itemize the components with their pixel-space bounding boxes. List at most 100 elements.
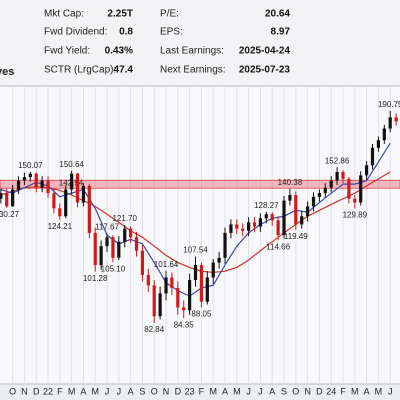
candle-body	[317, 193, 322, 197]
candle-body	[370, 147, 375, 166]
candle-body	[300, 216, 304, 225]
candle-body	[70, 173, 74, 190]
plot-bg	[0, 86, 400, 384]
candle-body	[311, 196, 316, 207]
price-label: 82.84	[144, 325, 165, 334]
x-tick-label: O	[151, 386, 158, 396]
price-label: 105.10	[101, 264, 126, 273]
x-tick-label: S	[281, 386, 287, 396]
candle-body	[264, 214, 268, 219]
candle-body	[223, 232, 227, 258]
x-tick-label: D	[316, 386, 323, 396]
price-label: 107.54	[183, 246, 208, 255]
candle-body	[146, 274, 150, 286]
x-tick-label: S	[139, 386, 145, 396]
candle-body	[288, 195, 292, 201]
candle-body	[193, 264, 198, 281]
x-tick-label: J	[388, 386, 393, 396]
x-tick-label: M	[68, 386, 76, 396]
x-tick-label: F	[57, 386, 63, 396]
candle-body	[81, 185, 86, 203]
candle-body	[329, 180, 333, 188]
candle-body	[34, 173, 38, 188]
x-tick-label: M	[91, 386, 99, 396]
candle-body	[276, 220, 280, 236]
candle-body	[0, 193, 3, 199]
field-label: Mkt Cap:	[44, 9, 84, 20]
candle-body	[388, 117, 392, 129]
candle-body	[205, 277, 209, 302]
candle-body	[52, 193, 56, 209]
x-tick-label: M	[209, 386, 217, 396]
price-label: 140.38	[278, 178, 303, 187]
field-label: P/E:	[160, 9, 179, 20]
field-value: 2025-07-23	[239, 65, 291, 76]
candle-body	[87, 185, 91, 233]
candle-body	[282, 200, 286, 236]
field-value: 8.97	[271, 27, 291, 38]
candle-body	[164, 277, 168, 294]
candle-body	[188, 280, 192, 311]
candle-body	[241, 228, 245, 231]
candle-body	[294, 195, 298, 225]
x-tick-label: M	[375, 386, 383, 396]
candle-body	[64, 189, 68, 217]
candle-body	[217, 257, 221, 263]
price-label: 101.64	[154, 260, 179, 269]
x-tick-label: J	[117, 386, 122, 396]
x-tick-label: F	[340, 386, 346, 396]
x-tick-label: N	[163, 386, 170, 396]
candle-body	[170, 277, 174, 288]
candle-body	[134, 237, 139, 251]
x-tick-label: J	[246, 386, 251, 396]
candle-body	[46, 180, 50, 194]
x-tick-label: A	[364, 386, 370, 396]
candle-body	[353, 198, 357, 203]
x-tick-label: M	[351, 386, 359, 396]
candle-body	[11, 189, 15, 207]
price-label: 101.28	[83, 274, 108, 283]
price-label: 190.75	[378, 100, 400, 109]
field-value: 0.8	[119, 27, 133, 38]
x-tick-label: D	[175, 386, 182, 396]
price-label: 121.70	[112, 214, 137, 223]
candle-body	[394, 117, 398, 122]
field-label: Fwd Yield:	[44, 46, 90, 57]
price-label: 129.89	[343, 211, 368, 220]
candle-body	[105, 237, 109, 247]
x-tick-label: M	[233, 386, 241, 396]
resistance-band	[0, 179, 400, 189]
candle-body	[199, 264, 204, 302]
x-tick-label: 23	[185, 386, 195, 396]
candle-body	[211, 262, 215, 278]
header-bg	[0, 0, 400, 86]
candle-body	[341, 171, 345, 179]
price-label: 128.27	[254, 201, 279, 210]
symbol-name: yes	[0, 66, 14, 78]
candle-body	[359, 175, 363, 203]
x-tick-label: A	[80, 386, 86, 396]
price-label: 88.05	[191, 309, 212, 318]
x-tick-label: O	[9, 386, 16, 396]
candle-body	[22, 177, 27, 181]
field-value: 2025-04-24	[239, 46, 291, 57]
candle-body	[158, 293, 162, 317]
price-label: 117.67	[95, 223, 119, 232]
candle-body	[335, 171, 339, 181]
candle-body	[40, 180, 44, 188]
price-label: 130.27	[0, 210, 20, 219]
x-tick-label: F	[199, 386, 205, 396]
field-label: Last Earnings:	[160, 46, 224, 57]
candle-body	[16, 180, 21, 190]
x-tick-label: D	[33, 386, 40, 396]
candle-body	[323, 187, 327, 194]
price-label: 150.64	[59, 160, 84, 169]
x-tick-label: N	[21, 386, 28, 396]
x-tick-label: N	[304, 386, 311, 396]
candle-body	[176, 287, 180, 308]
price-label: 150.07	[18, 161, 43, 170]
candle-body	[58, 208, 62, 217]
candle-body	[93, 232, 97, 265]
